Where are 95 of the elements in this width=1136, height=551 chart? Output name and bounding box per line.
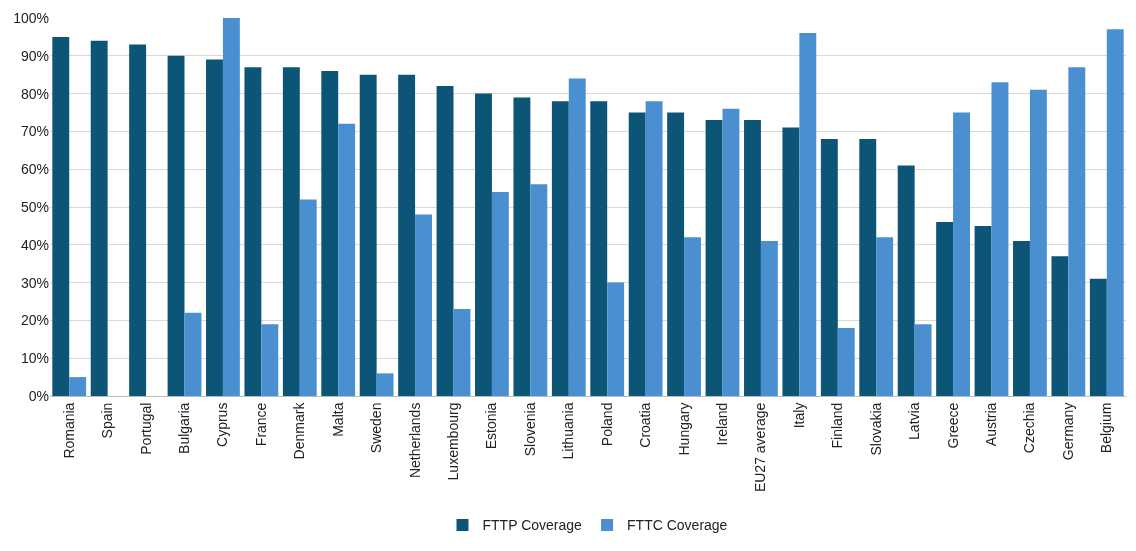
bar [321, 70, 339, 396]
x-tick-label: Spain [99, 402, 116, 439]
y-tick-label: 60% [20, 161, 49, 178]
x-tick-label: Poland [598, 402, 615, 447]
bar [799, 33, 817, 396]
bar [837, 327, 855, 396]
x-tick-label: Denmark [291, 401, 308, 460]
bar [705, 120, 723, 396]
bar [1106, 29, 1124, 396]
y-tick-label: 20% [20, 312, 49, 329]
bar [1068, 67, 1086, 396]
x-tick-label: Italy [790, 402, 807, 429]
x-tick-label: Portugal [137, 402, 154, 455]
bar [820, 138, 838, 396]
bar [667, 112, 685, 396]
bar [530, 184, 548, 396]
x-tick-label: Cyprus [214, 402, 231, 447]
x-tick-label: Latvia [906, 402, 923, 440]
bar [914, 324, 932, 396]
legend-label: FTTP Coverage [482, 517, 583, 534]
bar [974, 225, 992, 396]
bar [513, 97, 531, 396]
y-tick-label: 70% [20, 123, 49, 140]
bar [722, 108, 740, 396]
x-tick-label: Croatia [637, 402, 654, 448]
bar [859, 138, 877, 396]
x-tick-label: Lithuania [560, 402, 577, 460]
bar [398, 74, 416, 396]
bar [206, 59, 223, 396]
x-tick-label: Netherlands [406, 402, 423, 479]
bar [1051, 256, 1069, 396]
bar [475, 93, 492, 396]
bar [90, 40, 108, 396]
bar [299, 199, 317, 396]
bar [491, 191, 509, 396]
bar [415, 214, 432, 396]
bar [436, 86, 454, 396]
bar [684, 237, 701, 396]
x-tick-label: Slovenia [521, 402, 538, 457]
bar [1089, 278, 1107, 396]
y-tick-label: 10% [20, 350, 49, 367]
x-tick-label: Luxembourg [445, 402, 462, 481]
y-tick-label: 50% [20, 198, 49, 215]
bar [69, 377, 87, 396]
bar [551, 101, 569, 396]
bar [953, 112, 970, 396]
x-tick-label: Romania [60, 402, 77, 459]
bar [129, 44, 147, 396]
x-tick-label: Hungary [675, 402, 692, 456]
bar [453, 309, 471, 396]
bar [607, 282, 625, 396]
bar [760, 241, 778, 396]
x-tick-label: Slovakia [867, 402, 884, 456]
legend-label: FTTC Coverage [627, 517, 728, 534]
y-tick-label: 30% [20, 274, 49, 291]
x-tick-label: Germany [1059, 402, 1076, 461]
bar [167, 55, 185, 396]
y-tick-label: 90% [20, 47, 49, 64]
bar [590, 101, 608, 396]
bar [244, 67, 262, 396]
x-tick-label: Finland [829, 402, 846, 449]
bar [991, 82, 1009, 396]
bar [628, 112, 646, 396]
x-tick-label: Malta [329, 402, 346, 437]
y-tick-label: 40% [20, 236, 49, 253]
x-tick-label: Bulgaria [176, 402, 193, 454]
bar [876, 237, 894, 396]
bar [782, 127, 800, 396]
x-tick-label: Sweden [368, 402, 385, 454]
bar [645, 101, 663, 396]
bar [568, 78, 586, 396]
x-tick-label: Belgium [1098, 402, 1115, 454]
y-tick-label: 80% [20, 85, 49, 102]
bar [52, 36, 70, 396]
x-tick-label: EU27 average [752, 402, 769, 493]
bar [1013, 241, 1030, 396]
bar [222, 18, 240, 396]
bar [184, 312, 202, 396]
bar [376, 373, 394, 396]
x-tick-label: Ireland [714, 402, 731, 446]
bar [359, 74, 377, 396]
x-tick-label: Estonia [483, 402, 500, 450]
bar [936, 222, 954, 396]
bar [261, 324, 279, 396]
y-tick-label: 100% [13, 9, 49, 26]
x-tick-label: France [252, 402, 269, 447]
bar [1029, 89, 1047, 396]
bar [338, 123, 356, 396]
x-tick-label: Greece [944, 402, 961, 449]
y-tick-label: 0% [28, 387, 49, 404]
bar [744, 120, 761, 396]
x-tick-label: Austria [983, 402, 1000, 447]
x-tick-label: Czechia [1021, 402, 1038, 454]
bar [282, 67, 300, 396]
bar [897, 165, 915, 396]
